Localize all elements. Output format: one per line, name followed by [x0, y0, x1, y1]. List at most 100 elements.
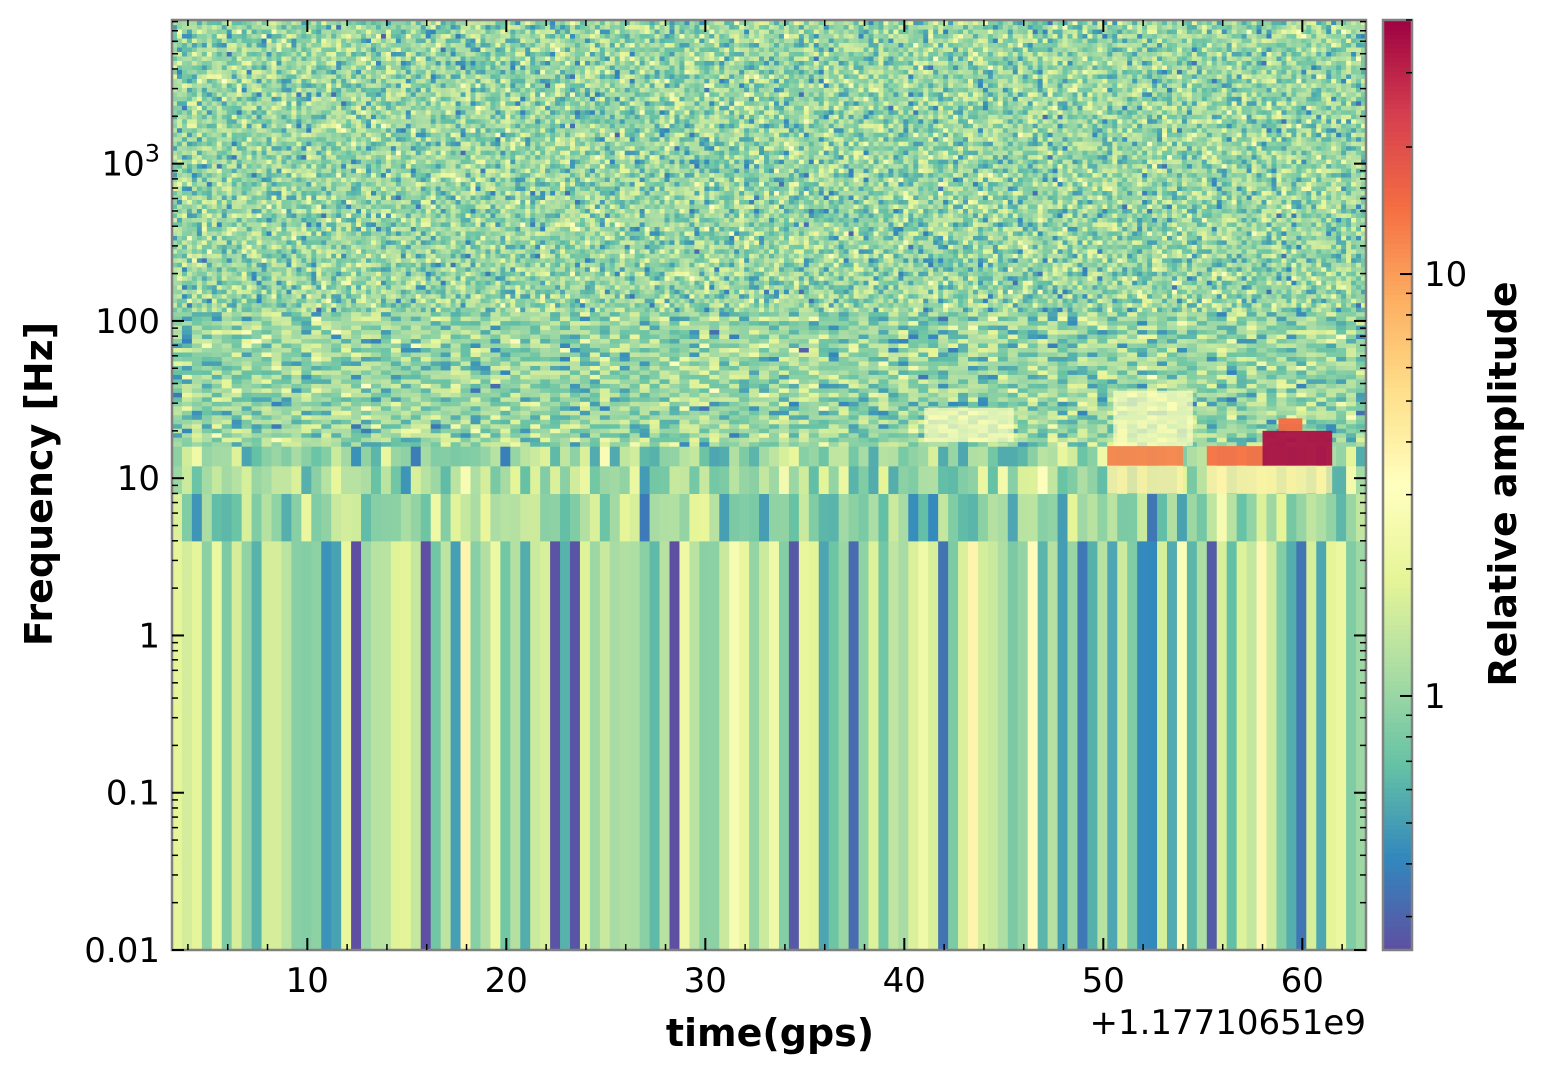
- cell-high-band: [500, 311, 511, 317]
- cell-high-band: [1027, 374, 1039, 380]
- cell-high-band: [1326, 324, 1337, 331]
- cell-high-band: [281, 392, 292, 398]
- cell-high-band: [1306, 374, 1317, 380]
- cell-high-band: [1067, 347, 1079, 353]
- cell-high-band: [639, 347, 651, 353]
- cell-mid-band: [380, 446, 392, 467]
- cell-high-band: [470, 369, 482, 375]
- cell-high-band: [778, 316, 790, 322]
- cell-high-band: [1256, 360, 1268, 366]
- cell-high-band: [206, 298, 213, 304]
- cell-high-band: [261, 333, 273, 340]
- cell-high-band: [301, 320, 312, 326]
- cell-high-band: [1077, 437, 1088, 443]
- cell-high-band: [420, 316, 432, 322]
- cell-high-band: [838, 410, 850, 416]
- cell-high-band: [1216, 437, 1228, 443]
- cell-high-band: [1306, 365, 1317, 371]
- cell-high-band: [679, 392, 690, 398]
- cell-high-band: [291, 329, 302, 335]
- cell-high-band: [500, 387, 511, 393]
- cell-high-band: [997, 369, 1009, 375]
- cell-high-band: [1057, 369, 1069, 375]
- cell-mid-band: [1097, 446, 1108, 467]
- cell-high-band: [982, 307, 989, 313]
- cell-high-band: [684, 293, 690, 299]
- cell-high-band: [331, 338, 342, 344]
- cell-high-band: [1087, 392, 1098, 398]
- cell-high-band: [1306, 410, 1317, 416]
- cell-high-band: [674, 307, 681, 313]
- cell-high-band: [754, 298, 760, 304]
- cell-high-band: [366, 307, 372, 313]
- cell-high-band: [291, 307, 297, 313]
- cell-high-band: [1007, 392, 1019, 398]
- cell-high-band: [221, 302, 228, 308]
- cell-high-band: [977, 347, 989, 353]
- cell-high-band: [1186, 302, 1193, 308]
- cell-high-band: [604, 307, 611, 313]
- cell-high-band: [963, 298, 969, 304]
- cell-mid-band: [968, 446, 979, 467]
- cell-high-band: [181, 401, 193, 407]
- cell-high-band: [1216, 320, 1228, 326]
- cell-high-band: [759, 356, 770, 362]
- cell-mid-band: [1067, 465, 1079, 495]
- cell-high-band: [1087, 365, 1098, 371]
- cell-high-band: [699, 347, 710, 353]
- cell-high-band: [191, 401, 203, 407]
- cell-high-band: [1226, 356, 1238, 362]
- cell-high-band: [659, 410, 671, 416]
- cell-high-band: [729, 360, 740, 366]
- cell-low-band: [1027, 540, 1039, 950]
- cell-high-band: [1256, 441, 1268, 447]
- cell-mid-band: [709, 446, 720, 467]
- cell-high-band: [709, 356, 720, 362]
- cell-high-band: [1077, 351, 1088, 357]
- cell-high-band: [1127, 342, 1138, 349]
- cell-high-band: [649, 419, 661, 425]
- cell-low-band: [599, 540, 611, 950]
- cell-high-band: [769, 324, 780, 331]
- cell-high-band: [709, 329, 720, 335]
- cell-high-band: [579, 387, 591, 393]
- cell-high-band: [977, 360, 989, 366]
- cell-high-band: [375, 298, 382, 304]
- cell-high-band: [987, 378, 999, 384]
- cell-high-band: [211, 329, 223, 335]
- cell-high-band: [301, 441, 312, 447]
- cell-high-band: [1256, 414, 1268, 420]
- cell-high-band: [1037, 392, 1049, 398]
- cell-high-band: [1027, 378, 1039, 384]
- cell-high-band: [1017, 320, 1029, 326]
- cell-high-band: [470, 342, 482, 349]
- cell-high-band: [958, 441, 969, 447]
- cell-high-band: [948, 324, 959, 331]
- cell-high-band: [485, 307, 491, 313]
- cell-high-band: [1286, 369, 1297, 375]
- cell-high-band: [1236, 387, 1248, 393]
- cell-high-band: [261, 392, 273, 398]
- cell-high-band: [788, 428, 800, 434]
- cell-high-band: [1286, 351, 1297, 357]
- cell-high-band: [500, 356, 511, 362]
- cell-high-band: [480, 387, 491, 393]
- cell-high-band: [550, 383, 561, 389]
- cell-high-band: [311, 428, 322, 434]
- cell-high-band: [1356, 387, 1367, 393]
- cell-low-band: [1107, 540, 1118, 950]
- cell-mid-band: [968, 465, 979, 495]
- cell-mid-band: [1346, 446, 1357, 467]
- cell-high-band: [1057, 405, 1069, 411]
- cell-high-band: [341, 387, 352, 393]
- cell-high-band: [1196, 298, 1203, 304]
- cell-low-band: [928, 540, 939, 950]
- cell-high-band: [1216, 401, 1228, 407]
- cell-low-band: [739, 540, 750, 950]
- cell-high-band: [1236, 396, 1248, 402]
- cell-high-band: [719, 374, 730, 380]
- cell-high-band: [948, 365, 959, 371]
- cell-high-band: [1286, 333, 1297, 340]
- cell-high-band: [599, 316, 611, 322]
- cell-high-band: [798, 414, 810, 420]
